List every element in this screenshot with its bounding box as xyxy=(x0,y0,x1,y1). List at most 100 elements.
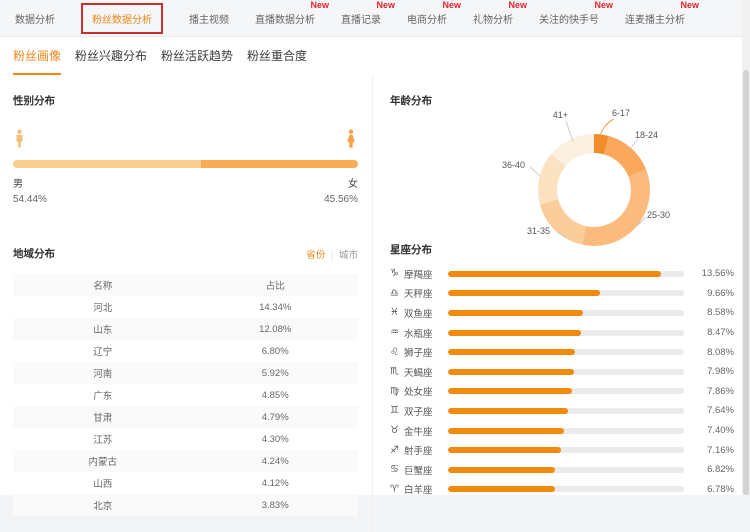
table-row[interactable]: 山西 4.12% xyxy=(13,472,358,494)
nav-tab-co-host-analysis[interactable]: 连麦播主分析 New xyxy=(625,0,699,26)
age-donut-chart: 6-17 18-24 25-30 31-35 36-40 41+ xyxy=(390,108,734,246)
male-value: 54.44% xyxy=(13,194,47,205)
table-row[interactable]: 江苏 4.30% xyxy=(13,428,358,450)
region-name-cell: 山东 xyxy=(93,325,113,336)
column-divider xyxy=(372,75,373,532)
region-name-cell: 辽宁 xyxy=(93,347,113,358)
constellation-value: 7.64% xyxy=(707,405,734,417)
nav-tab-label: 数据分析 xyxy=(15,14,55,26)
nav-tab-label: 播主视频 xyxy=(189,14,229,26)
content: 性别分布 xyxy=(0,75,742,532)
constellation-row: ♐ 射手座 7.16% xyxy=(390,440,734,460)
gender-icons xyxy=(13,129,358,154)
nav-tab-live-record[interactable]: 直播记录 New xyxy=(341,0,395,26)
region-section-title: 地域分布 xyxy=(13,248,55,260)
new-badge: New xyxy=(594,0,613,10)
table-row[interactable]: 山东 12.08% xyxy=(13,318,358,340)
region-share-cell: 12.08% xyxy=(259,323,292,335)
region-name-cell: 山西 xyxy=(93,479,113,490)
constellation-value: 7.40% xyxy=(707,425,734,437)
constellation-name: 双子座 xyxy=(404,406,433,418)
subtab-fan-portrait[interactable]: 粉丝画像 xyxy=(13,47,62,75)
city-toggle[interactable]: 城市 xyxy=(338,249,358,261)
nav-tab-live-data-analysis[interactable]: 直播数据分析 New xyxy=(255,0,329,26)
nav-tab-host-video[interactable]: 播主视频 xyxy=(189,11,229,26)
age-label-18-24: 18-24 xyxy=(635,130,659,140)
constellation-value: 6.78% xyxy=(707,483,734,495)
constellation-row: ♌ 狮子座 8.08% xyxy=(390,342,734,362)
subtab-fan-overlap[interactable]: 粉丝重合度 xyxy=(247,49,308,63)
region-toggle: 省份 | 城市 xyxy=(306,247,358,261)
constellation-bar-fill xyxy=(448,407,569,414)
page-scrollbar[interactable] xyxy=(742,0,750,495)
age-label-41plus: 41+ xyxy=(552,110,568,120)
nav-tab-data-analysis[interactable]: 数据分析 xyxy=(15,11,55,26)
province-toggle[interactable]: 省份 xyxy=(306,249,326,261)
region-name-cell: 江苏 xyxy=(93,435,113,446)
zodiac-icon: ♊ xyxy=(390,405,399,417)
table-row[interactable]: 辽宁 6.80% xyxy=(13,340,358,362)
zodiac-icon: ♏ xyxy=(390,366,399,378)
age-section-title: 年龄分布 xyxy=(390,95,432,107)
nav-tab-label: 电商分析 xyxy=(407,14,447,26)
region-share-cell: 4.24% xyxy=(261,455,289,467)
constellation-value: 9.66% xyxy=(707,287,734,299)
nav-tab-followed-kuaishou-accounts[interactable]: 关注的快手号 New xyxy=(539,0,613,26)
gender-bar-female xyxy=(200,160,358,168)
constellation-value: 8.58% xyxy=(707,307,734,319)
constellation-bar-track xyxy=(448,329,684,336)
constellation-bar-track xyxy=(448,427,684,434)
new-badge: New xyxy=(508,0,527,10)
constellation-bar-fill xyxy=(448,427,565,434)
table-row[interactable]: 河北 14.34% xyxy=(13,296,358,318)
zodiac-icon: ♍ xyxy=(390,385,399,397)
subtab-fan-activity-trend[interactable]: 粉丝活跃趋势 xyxy=(161,49,234,63)
constellation-row: ♓ 双鱼座 8.58% xyxy=(390,303,734,323)
gender-section-title: 性别分布 xyxy=(13,95,55,107)
nav-tab-ecommerce-analysis[interactable]: 电商分析 New xyxy=(407,0,461,26)
constellation-bar-track xyxy=(448,368,684,375)
table-row[interactable]: 河南 5.92% xyxy=(13,362,358,384)
constellation-bar-track xyxy=(448,466,684,473)
age-section: 年龄分布 6-17 18-24 25-30 31-35 xyxy=(390,93,734,246)
constellation-bar-fill xyxy=(448,486,555,493)
age-label-25-30: 25-30 xyxy=(647,210,671,220)
constellation-bar-fill xyxy=(448,270,662,277)
male-icon xyxy=(14,129,25,154)
table-row[interactable]: 广东 4.85% xyxy=(13,384,358,406)
region-share-cell: 4.12% xyxy=(261,477,289,489)
gender-labels: 男 54.44% 女 45.56% xyxy=(13,175,358,205)
constellation-name: 巨蟹座 xyxy=(404,465,433,477)
constellation-name: 双鱼座 xyxy=(404,308,433,320)
right-column: 年龄分布 6-17 18-24 25-30 31-35 xyxy=(373,75,742,532)
zodiac-icon: ♐ xyxy=(390,444,399,456)
table-row[interactable]: 内蒙古 4.24% xyxy=(13,450,358,472)
female-icon xyxy=(345,129,357,154)
constellation-name: 狮子座 xyxy=(404,348,433,360)
constellation-name: 摩羯座 xyxy=(404,269,433,281)
table-row[interactable]: 北京 3.83% xyxy=(13,494,358,516)
scrollbar-thumb[interactable] xyxy=(743,70,749,495)
constellation-value: 8.47% xyxy=(707,327,734,339)
constellation-bar-track xyxy=(448,270,684,277)
nav-tab-gift-analysis[interactable]: 礼物分析 New xyxy=(473,0,527,26)
constellation-bar-fill xyxy=(448,329,582,336)
male-label: 男 xyxy=(13,179,23,190)
region-name-cell: 河南 xyxy=(93,369,113,380)
left-column: 性别分布 xyxy=(0,75,372,532)
new-badge: New xyxy=(376,0,395,10)
subtab-fan-interest-distribution[interactable]: 粉丝兴趣分布 xyxy=(75,49,148,63)
age-label-36-40: 36-40 xyxy=(502,160,526,170)
constellation-bar-fill xyxy=(448,349,576,356)
nav-tab-fan-data-analysis[interactable]: 粉丝数据分析 xyxy=(81,2,163,34)
gender-bar-male xyxy=(13,160,201,168)
region-table: 名称 占比 河北 14.34% 山东 12.08% 辽宁 6.80% 河南 5.92% 广东 4.… xyxy=(13,274,358,516)
zodiac-icon: ♈ xyxy=(390,483,399,495)
subtab-bar: 粉丝画像 粉丝兴趣分布 粉丝活跃趋势 粉丝重合度 xyxy=(0,37,742,75)
top-navigation: 数据分析 粉丝数据分析 播主视频 直播数据分析 New 直播记录 New 电商分析 New 礼物分… xyxy=(0,0,742,37)
table-row[interactable]: 甘肃 4.79% xyxy=(13,406,358,428)
region-table-header: 名称 占比 xyxy=(13,274,358,296)
constellation-section: 星座分布 ♑ 摩羯座 13.56% ♎ 天秤座 9.66% ♓ 双鱼座 8.58% ♒ 水瓶座 8.4… xyxy=(390,242,734,499)
region-name-cell: 甘肃 xyxy=(93,413,113,424)
constellation-bar-track xyxy=(448,407,684,414)
